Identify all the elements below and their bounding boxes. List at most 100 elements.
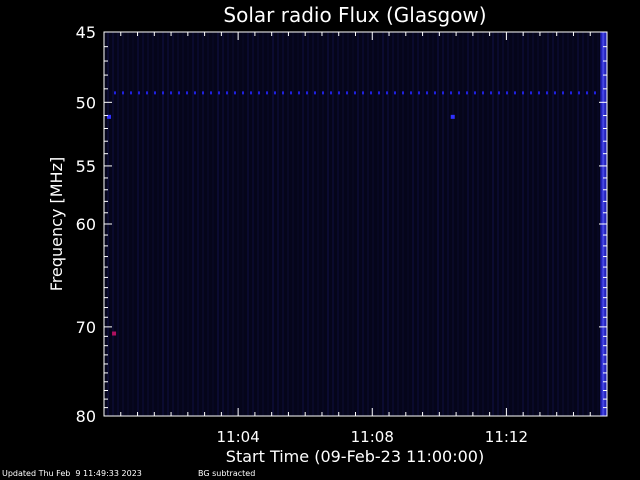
chart-title: Solar radio Flux (Glasgow) [223,3,486,27]
plot-area [104,32,607,416]
background-streak [257,32,259,416]
background-streak [377,32,379,416]
background-streak [142,32,144,416]
background-streak [597,32,599,416]
background-streak [527,32,529,416]
background-streak [332,32,334,416]
background-streak [577,32,579,416]
background-streak [112,32,114,416]
background-streak [277,32,279,416]
background-streak [177,32,179,416]
bg-subtracted-note: BG subtracted [198,469,256,478]
background-streak [242,32,244,416]
background-streak [477,32,479,416]
background-streak [202,32,204,416]
background-streak [287,32,289,416]
hot-spot [112,331,117,336]
background-streak [582,32,584,416]
background-streak [407,32,409,416]
background-streak [542,32,544,416]
background-streak [122,32,124,416]
background-streak [412,32,414,416]
background-streak [437,32,439,416]
background-streak [247,32,249,416]
background-streak [137,32,139,416]
background-streak [537,32,539,416]
background-streak [232,32,234,416]
background-streak [387,32,389,416]
background-streak [347,32,349,416]
background-streak [272,32,274,416]
background-streak [427,32,429,416]
y-tick-label: 80 [76,407,96,426]
updated-timestamp: Updated Thu Feb 9 11:49:33 2023 [2,469,142,478]
background-streak [557,32,559,416]
background-streak [157,32,159,416]
background-streak [207,32,209,416]
background-streak [512,32,514,416]
background-streak [327,32,329,416]
background-streak [252,32,254,416]
background-streak [417,32,419,416]
background-streak [397,32,399,416]
background-streak [442,32,444,416]
hot-spot [450,114,455,119]
background-streak [547,32,549,416]
background-streak [212,32,214,416]
background-streak [162,32,164,416]
background-streak [302,32,304,416]
background-streak [187,32,189,416]
background-streak [237,32,239,416]
x-tick-label: 11:12 [485,428,528,446]
y-axis-label: Frequency [MHz] [47,157,66,291]
background-streak [422,32,424,416]
y-tick-label: 60 [76,215,96,234]
background-streak [342,32,344,416]
background-streak [322,32,324,416]
x-tick-label: 11:04 [217,428,260,446]
background-streak [227,32,229,416]
background-streak [292,32,294,416]
background-streak [432,32,434,416]
background-streak [447,32,449,416]
background-streak [307,32,309,416]
background-streak [127,32,129,416]
background-streak [452,32,454,416]
background-streak [197,32,199,416]
x-axis-label: Start Time (09-Feb-23 11:00:00) [226,447,484,466]
background-streak [132,32,134,416]
background-streak [402,32,404,416]
y-tick-label: 70 [76,318,96,337]
background-streak [267,32,269,416]
background-streak [462,32,464,416]
background-streak [172,32,174,416]
y-tick-label: 45 [76,23,96,42]
background-streak [337,32,339,416]
background-streak [492,32,494,416]
background-streak [487,32,489,416]
background-streak [222,32,224,416]
background-streak [392,32,394,416]
background-streak [482,32,484,416]
background-streak [572,32,574,416]
background-streak [457,32,459,416]
background-streak [282,32,284,416]
background-streak [367,32,369,416]
background-streak [362,32,364,416]
background-streak [467,32,469,416]
hot-spot [107,114,112,119]
background-streak [372,32,374,416]
y-tick-label: 50 [76,93,96,112]
axes: 11:04 11:08 11:12 45 50 55 60 70 80 [76,23,608,446]
background-streak [357,32,359,416]
background-streak [117,32,119,416]
background-streak [497,32,499,416]
y-tick-label: 55 [76,157,96,176]
background-streak [587,32,589,416]
background-streak [507,32,509,416]
x-tick-label: 11:08 [351,428,394,446]
background-streak [167,32,169,416]
background-streak [317,32,319,416]
background-streak [352,32,354,416]
